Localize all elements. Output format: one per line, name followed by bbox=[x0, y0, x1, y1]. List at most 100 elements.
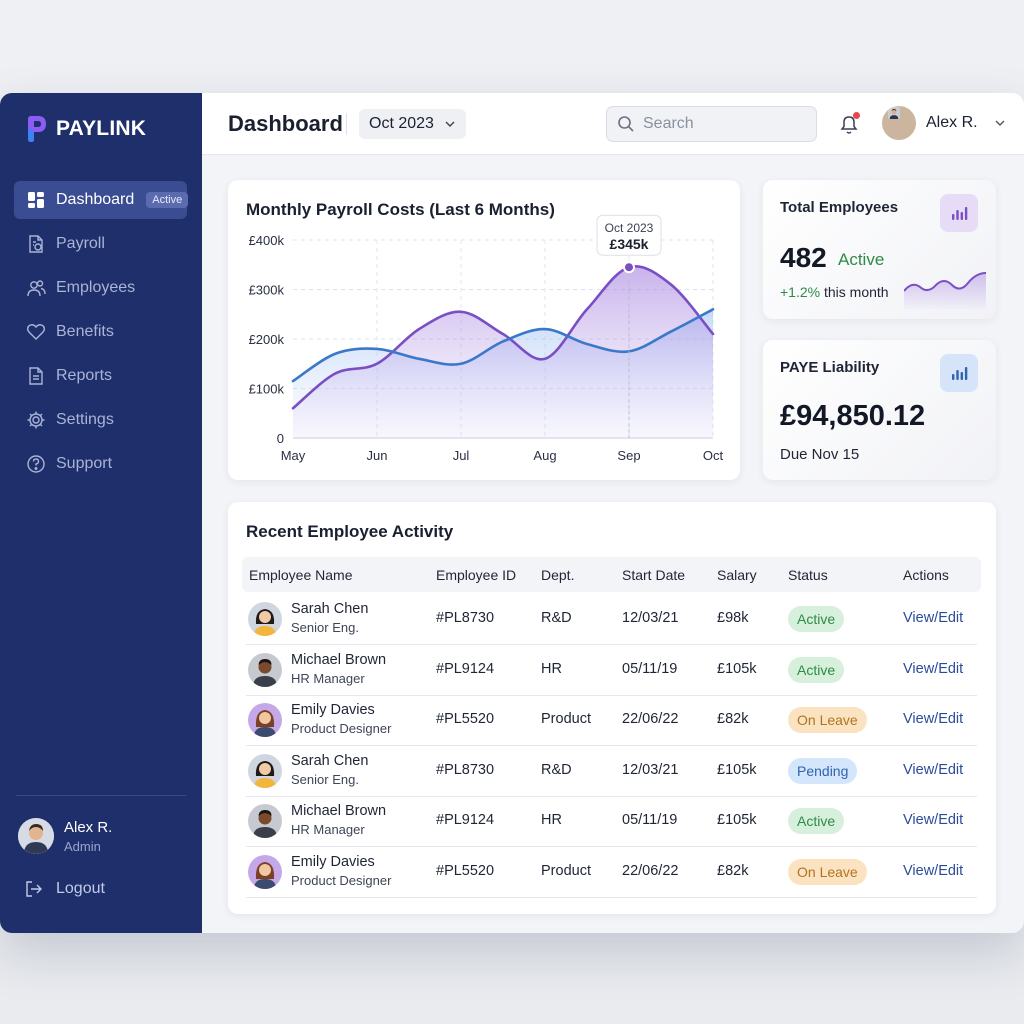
sidebar-item-label: Payroll bbox=[56, 235, 105, 252]
chart-title: Monthly Payroll Costs (Last 6 Months) bbox=[246, 200, 555, 219]
avatar bbox=[248, 804, 282, 838]
sidebar-item-employees[interactable]: Employees bbox=[14, 269, 187, 307]
table-row[interactable]: Emily Davies Product Designer #PL5520 Produ… bbox=[246, 847, 977, 898]
brand[interactable]: PAYLINK bbox=[26, 115, 146, 143]
table-row[interactable]: Michael Brown HR Manager #PL9124 HR 05/11/19… bbox=[246, 645, 977, 696]
sidebar-item-benefits[interactable]: Benefits bbox=[14, 313, 187, 351]
paye-value: £94,850.12 bbox=[780, 400, 926, 432]
payroll-icon bbox=[29, 235, 43, 253]
view-edit-link[interactable]: View/Edit bbox=[903, 610, 964, 626]
employee-start-date: 05/11/19 bbox=[622, 812, 678, 828]
employee-role: Product Designer bbox=[291, 721, 392, 736]
total-employees-card[interactable]: Total Employees 482 Active +1.2% this mo… bbox=[763, 180, 996, 319]
employee-salary: £105k bbox=[717, 812, 757, 828]
table-row[interactable]: Michael Brown HR Manager #PL9124 HR 05/11/19… bbox=[246, 796, 977, 847]
view-edit-link[interactable]: View/Edit bbox=[903, 660, 964, 677]
user-menu[interactable]: Alex R. bbox=[882, 106, 1006, 140]
employee-dept: HR bbox=[541, 660, 562, 677]
employee-salary: £82k bbox=[717, 711, 749, 727]
employee-salary: £82k bbox=[717, 862, 749, 879]
employee-role: Senior Eng. bbox=[291, 771, 359, 787]
column-header[interactable]: Employee Name bbox=[249, 567, 353, 583]
delta-value: +1.2% bbox=[780, 284, 821, 300]
sidebar-user-role: Admin bbox=[64, 838, 101, 854]
employee-name: Sarah Chen bbox=[291, 601, 369, 617]
y-tick-label: £200k bbox=[249, 332, 285, 347]
employee-sparkline bbox=[904, 272, 987, 309]
sidebar-user-name: Alex R. bbox=[64, 818, 113, 836]
document-icon bbox=[29, 367, 43, 385]
view-edit-link[interactable]: View/Edit bbox=[903, 862, 964, 879]
dashboard-icon bbox=[28, 192, 44, 208]
sidebar-item-label: Settings bbox=[56, 411, 114, 428]
sidebar-item-settings[interactable]: Settings bbox=[14, 401, 187, 439]
sidebar-divider bbox=[16, 795, 186, 796]
sidebar-item-label: Reports bbox=[56, 367, 113, 384]
employee-start-date: 05/11/19 bbox=[622, 660, 678, 677]
column-header[interactable]: Employee ID bbox=[436, 567, 517, 583]
title-divider bbox=[346, 113, 347, 135]
table-row[interactable]: Emily Davies Product Designer #PL5520 Produ… bbox=[246, 695, 977, 746]
x-tick-label: Jul bbox=[453, 448, 470, 463]
employee-id: #PL9124 bbox=[436, 660, 495, 677]
payroll-chart-card: Monthly Payroll Costs (Last 6 Months) 0 £… bbox=[228, 180, 740, 480]
sidebar-item-payroll[interactable]: Payroll bbox=[14, 225, 187, 263]
chevron-down-icon bbox=[995, 120, 1005, 126]
employee-salary: £98k bbox=[717, 610, 749, 626]
employee-role: Product Designer bbox=[291, 872, 392, 888]
sidebar-item-reports[interactable]: Reports bbox=[14, 357, 187, 395]
avatar bbox=[882, 106, 916, 140]
employee-status: Active bbox=[838, 250, 885, 269]
employee-activity-card: Recent Employee Activity Employee Name E… bbox=[228, 502, 996, 914]
period-selector[interactable]: Oct 2023 bbox=[359, 109, 466, 139]
employee-start-date: 22/06/22 bbox=[622, 711, 679, 727]
sidebar-item-label: Support bbox=[56, 455, 113, 472]
avatar bbox=[18, 818, 54, 854]
view-edit-link[interactable]: View/Edit bbox=[903, 812, 964, 828]
column-header[interactable]: Salary bbox=[717, 567, 757, 583]
employee-role: HR Manager bbox=[291, 822, 365, 837]
x-tick-label: Oct bbox=[703, 448, 724, 463]
tooltip-date: Oct 2023 bbox=[605, 221, 654, 235]
avatar bbox=[248, 703, 282, 737]
notifications-button[interactable] bbox=[838, 112, 860, 136]
users-icon bbox=[27, 280, 46, 297]
x-tick-label: Aug bbox=[533, 448, 556, 463]
sidebar-user[interactable]: Alex R. Admin bbox=[18, 818, 112, 854]
employee-role: Senior Eng. bbox=[291, 620, 359, 635]
notification-dot bbox=[853, 112, 860, 119]
employee-role: HR Manager bbox=[291, 670, 365, 686]
y-tick-label: £300k bbox=[249, 283, 285, 298]
logout-button[interactable]: Logout bbox=[24, 879, 105, 899]
column-header[interactable]: Actions bbox=[903, 567, 949, 583]
brand-name: PAYLINK bbox=[56, 117, 147, 140]
app-window: PAYLINK Dashboard Active Payroll Employe… bbox=[0, 93, 1024, 933]
employee-dept: HR bbox=[541, 812, 562, 828]
column-header[interactable]: Start Date bbox=[622, 567, 686, 583]
sidebar-item-dashboard[interactable]: Dashboard Active bbox=[14, 181, 189, 219]
employee-id: #PL8730 bbox=[436, 610, 495, 626]
status-badge: On Leave bbox=[788, 707, 867, 733]
y-tick-label: £400k bbox=[249, 233, 285, 248]
avatar bbox=[248, 602, 282, 636]
employee-start-date: 22/06/22 bbox=[622, 862, 679, 879]
search-box[interactable] bbox=[606, 106, 817, 142]
view-edit-link[interactable]: View/Edit bbox=[903, 711, 964, 727]
search-input[interactable] bbox=[643, 115, 803, 133]
employee-name: Michael Brown bbox=[291, 651, 387, 668]
column-header[interactable]: Dept. bbox=[541, 567, 575, 583]
period-value: Oct 2023 bbox=[369, 115, 434, 132]
stat-label: Total Employees bbox=[780, 199, 899, 216]
employee-name: Michael Brown bbox=[291, 803, 387, 819]
x-tick-label: Sep bbox=[617, 448, 640, 463]
logout-icon bbox=[26, 881, 42, 897]
employee-id: #PL5520 bbox=[436, 711, 495, 727]
column-header[interactable]: Status bbox=[788, 567, 828, 583]
sidebar-nav: Dashboard Active Payroll Employees Benef… bbox=[14, 181, 189, 489]
table-row[interactable]: Sarah Chen Senior Eng. #PL8730 R&D 12/03/21 £… bbox=[246, 594, 977, 645]
sidebar-item-support[interactable]: Support bbox=[14, 445, 187, 483]
table-row[interactable]: Sarah Chen Senior Eng. #PL8730 R&D 12/03/21 £… bbox=[246, 746, 977, 797]
paye-liability-card[interactable]: PAYE Liability £94,850.12 Due Nov 15 bbox=[763, 340, 996, 480]
view-edit-link[interactable]: View/Edit bbox=[903, 761, 964, 778]
employee-name: Emily Davies bbox=[291, 853, 375, 870]
